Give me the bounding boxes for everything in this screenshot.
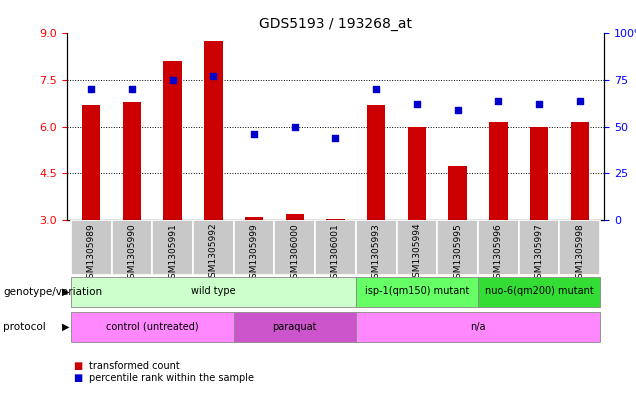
Bar [233, 312, 356, 342]
Text: GSM1305994: GSM1305994 [412, 223, 422, 283]
Bar [356, 220, 397, 275]
Text: GSM1305989: GSM1305989 [86, 223, 95, 284]
Bar [193, 220, 233, 275]
Text: GSM1305997: GSM1305997 [535, 223, 544, 284]
Bar [448, 165, 467, 220]
Text: wild type: wild type [191, 286, 236, 296]
Text: GSM1305993: GSM1305993 [371, 223, 381, 284]
Point [331, 135, 341, 141]
Point [575, 97, 585, 104]
Point [249, 131, 259, 137]
Bar [233, 220, 274, 275]
Text: GSM1305990: GSM1305990 [127, 223, 136, 284]
Bar [204, 41, 223, 220]
Text: genotype/variation: genotype/variation [3, 286, 102, 297]
Text: nuo-6(qm200) mutant: nuo-6(qm200) mutant [485, 286, 593, 296]
Bar [286, 214, 304, 220]
Point [412, 101, 422, 107]
Text: percentile rank within the sample: percentile rank within the sample [89, 373, 254, 383]
Bar [245, 217, 263, 220]
Text: control (untreated): control (untreated) [106, 321, 198, 332]
Bar [478, 277, 600, 307]
Point [494, 97, 504, 104]
Bar [274, 220, 315, 275]
Bar [163, 61, 182, 220]
Text: transformed count: transformed count [89, 361, 180, 371]
Point [127, 86, 137, 92]
Bar [71, 277, 356, 307]
Bar [71, 312, 233, 342]
Bar [315, 220, 356, 275]
Text: ■: ■ [73, 361, 83, 371]
Text: ■: ■ [73, 373, 83, 383]
Point [167, 77, 177, 83]
Text: GSM1305995: GSM1305995 [453, 223, 462, 284]
Text: n/a: n/a [470, 321, 486, 332]
Bar [356, 312, 600, 342]
Bar [489, 122, 508, 220]
Point [371, 86, 382, 92]
Text: ▶: ▶ [62, 322, 70, 332]
Bar [123, 102, 141, 220]
Text: isp-1(qm150) mutant: isp-1(qm150) mutant [364, 286, 469, 296]
Point [86, 86, 96, 92]
Bar [82, 105, 100, 220]
Bar [397, 220, 438, 275]
Text: paraquat: paraquat [273, 321, 317, 332]
Text: ▶: ▶ [62, 286, 70, 297]
Bar [560, 220, 600, 275]
Bar [367, 105, 385, 220]
Text: GSM1306001: GSM1306001 [331, 223, 340, 284]
Text: protocol: protocol [3, 322, 46, 332]
Bar [71, 220, 111, 275]
Bar [152, 220, 193, 275]
Point [289, 123, 300, 130]
Text: GSM1305992: GSM1305992 [209, 223, 218, 283]
Bar [519, 220, 560, 275]
Text: GSM1305999: GSM1305999 [249, 223, 259, 284]
Bar [326, 219, 345, 220]
Text: GSM1306000: GSM1306000 [290, 223, 300, 284]
Bar [530, 127, 548, 220]
Text: GSM1305998: GSM1305998 [576, 223, 584, 284]
Bar [478, 220, 519, 275]
Bar [408, 127, 426, 220]
Point [534, 101, 544, 107]
Bar [438, 220, 478, 275]
Bar [570, 122, 589, 220]
Bar [356, 277, 478, 307]
Point [208, 73, 218, 79]
Text: GSM1305996: GSM1305996 [494, 223, 503, 284]
Bar [111, 220, 152, 275]
Title: GDS5193 / 193268_at: GDS5193 / 193268_at [259, 17, 412, 31]
Text: GSM1305991: GSM1305991 [168, 223, 177, 284]
Point [453, 107, 463, 113]
